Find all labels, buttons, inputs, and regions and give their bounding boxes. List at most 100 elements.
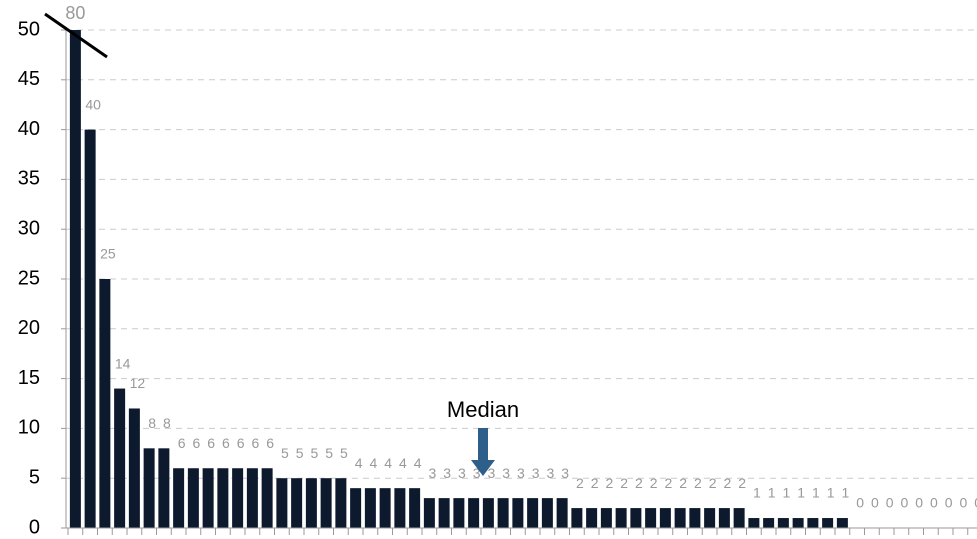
value-label: 0 <box>974 495 977 511</box>
bar <box>84 129 96 528</box>
value-label: 0 <box>959 495 967 511</box>
value-label: 6 <box>266 435 274 451</box>
value-label: 5 <box>310 445 318 461</box>
value-label: 6 <box>237 435 245 451</box>
bar <box>99 279 111 528</box>
bar <box>512 498 524 528</box>
bar <box>777 518 789 528</box>
value-label: 3 <box>443 465 451 481</box>
bar <box>202 468 214 528</box>
bar <box>792 518 804 528</box>
value-label: 3 <box>517 465 525 481</box>
value-label: 2 <box>709 475 717 491</box>
value-label: 0 <box>945 495 953 511</box>
bar <box>291 478 303 528</box>
value-label: 4 <box>384 455 392 471</box>
value-label: 2 <box>635 475 643 491</box>
y-tick-label: 45 <box>18 68 40 90</box>
value-label: 80 <box>65 3 85 23</box>
bar <box>659 508 671 528</box>
bar <box>630 508 642 528</box>
value-label: 1 <box>753 485 761 501</box>
bar <box>527 498 539 528</box>
axis-break <box>44 12 108 59</box>
value-label: 5 <box>281 445 289 461</box>
bar <box>704 508 716 528</box>
value-label: 1 <box>812 485 820 501</box>
bar <box>276 478 288 528</box>
bar <box>158 448 170 528</box>
bar <box>379 488 391 528</box>
value-label: 2 <box>650 475 658 491</box>
value-label: 1 <box>827 485 835 501</box>
bar <box>689 508 701 528</box>
bar <box>143 448 155 528</box>
bar <box>807 518 819 528</box>
annotation: Median <box>447 397 519 422</box>
value-label: 8 <box>148 415 156 431</box>
bar <box>69 30 81 528</box>
bar <box>438 498 450 528</box>
bar <box>822 518 834 528</box>
bar <box>836 518 848 528</box>
bar <box>128 408 140 528</box>
value-label: 25 <box>100 246 116 262</box>
bar <box>497 498 509 528</box>
bar <box>261 468 273 528</box>
bar <box>114 388 126 528</box>
value-label: 4 <box>355 455 363 471</box>
value-label: 3 <box>561 465 569 481</box>
bar <box>733 508 745 528</box>
bar <box>232 468 244 528</box>
value-label: 4 <box>399 455 407 471</box>
value-label: 6 <box>192 435 200 451</box>
value-label: 0 <box>886 495 894 511</box>
bar <box>320 478 332 528</box>
bar <box>173 468 185 528</box>
median-arrow-head <box>471 460 495 476</box>
y-tick-label: 10 <box>18 417 40 439</box>
value-label: 1 <box>797 485 805 501</box>
bar <box>468 498 480 528</box>
y-tick-label: 25 <box>18 267 40 289</box>
bar <box>674 508 686 528</box>
value-label: 14 <box>115 355 131 371</box>
value-label: 3 <box>458 465 466 481</box>
y-tick-label: 35 <box>18 168 40 190</box>
y-tick-label: 20 <box>18 317 40 339</box>
value-label: 2 <box>723 475 731 491</box>
value-label: 3 <box>502 465 510 481</box>
bar <box>394 488 406 528</box>
y-tick-label: 0 <box>29 516 40 538</box>
value-label: 1 <box>768 485 776 501</box>
value-label: 12 <box>130 375 146 391</box>
value-label: 1 <box>841 485 849 501</box>
bar <box>409 488 421 528</box>
value-label: 3 <box>428 465 436 481</box>
value-label: 2 <box>576 475 584 491</box>
bar <box>217 468 229 528</box>
bar <box>615 508 627 528</box>
value-label: 0 <box>900 495 908 511</box>
bar <box>187 468 199 528</box>
bar <box>482 498 494 528</box>
value-label: 3 <box>532 465 540 481</box>
value-label: 5 <box>296 445 304 461</box>
value-label: 0 <box>930 495 938 511</box>
value-label: 1 <box>782 485 790 501</box>
value-label: 3 <box>546 465 554 481</box>
bar <box>645 508 657 528</box>
value-label: 6 <box>178 435 186 451</box>
value-label: 2 <box>605 475 613 491</box>
value-label: 0 <box>915 495 923 511</box>
value-label: 2 <box>738 475 746 491</box>
bar <box>246 468 258 528</box>
value-label: 0 <box>871 495 879 511</box>
bar <box>600 508 612 528</box>
value-label: 2 <box>664 475 672 491</box>
bar <box>556 498 568 528</box>
value-label: 40 <box>85 96 101 112</box>
value-label: 3 <box>487 465 495 481</box>
value-label: 8 <box>163 415 171 431</box>
